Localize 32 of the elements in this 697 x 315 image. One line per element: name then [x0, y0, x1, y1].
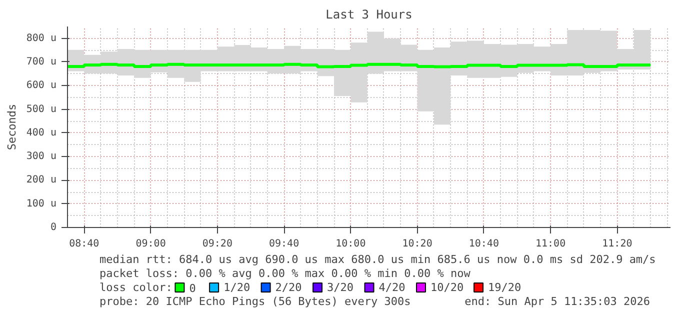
y-tick-label: 500 u: [26, 104, 57, 115]
legend-label: 0: [189, 282, 196, 295]
y-tick-label: 400 u: [26, 127, 57, 138]
text: probe: 20 ICMP Echo Pings (56 Bytes) every 300s: [100, 295, 411, 308]
y-tick-label: 600 u: [26, 80, 57, 92]
y-tick-label: 700 u: [26, 56, 57, 68]
x-tick-label: 10:20: [402, 238, 432, 250]
x-tick-label: 10:40: [468, 238, 499, 250]
chart-title: Last 3 Hours: [326, 8, 412, 22]
x-tick-label: 09:20: [202, 238, 232, 250]
text: end: Sun Apr 5 11:35:03 2026: [464, 295, 650, 308]
text: packet loss: 0.00 % avg 0.00 % max 0.00 % min 0.00 % now: [100, 267, 471, 280]
legend-label: 2/20: [275, 281, 302, 294]
y-axis-title: Seconds: [5, 104, 18, 150]
text: median rtt: 684.0 us avg 690.0 us max 680.0 us min 685.6 us now 0.0 ms sd 202.9 am/s: [100, 253, 656, 266]
legend-label: 1/20: [224, 281, 250, 294]
x-tick-label: 10:00: [336, 238, 366, 250]
y-tick-label: 200 u: [26, 174, 57, 186]
x-tick-label: 09:40: [268, 238, 300, 250]
legend-label: 19/20: [488, 281, 522, 294]
x-tick-label: 08:40: [69, 238, 100, 250]
legend-label: 10/20: [430, 281, 464, 294]
legend-title: loss color:: [100, 281, 172, 294]
y-tick-label: 300 u: [26, 151, 57, 162]
legend-label: 3/20: [327, 281, 354, 294]
x-tick-label: 11:00: [536, 238, 566, 250]
y-tick-label: 800 u: [26, 32, 57, 44]
y-tick-label: 100 u: [26, 198, 57, 210]
x-tick-label: 11:20: [602, 238, 632, 250]
legend-label: 4/20: [378, 281, 406, 294]
y-tick-label: 0: [50, 222, 57, 233]
x-tick-label: 09:00: [136, 238, 166, 250]
